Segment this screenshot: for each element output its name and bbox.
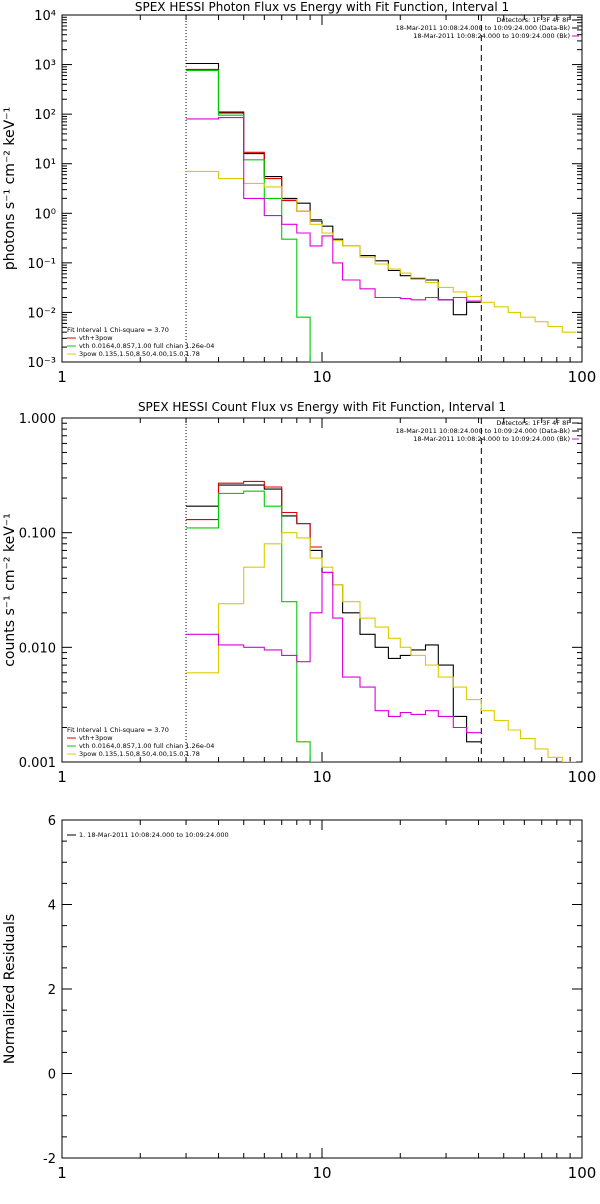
legend-top-entry: 18-Mar-2011 10:08:24.000 to 10:09:24.000…: [396, 24, 570, 32]
axes-frame: [61, 819, 583, 1159]
series-bk: [186, 117, 482, 302]
y-tick-label: 0.010: [19, 641, 56, 656]
legend-bottom-entry: vth+3pow: [79, 334, 113, 342]
legend-top-entry: 18-Mar-2011 10:08:24.000 to 10:09:24.000…: [413, 435, 570, 443]
x-tick-label: 1: [57, 1164, 67, 1182]
chart-title: SPEX HESSI Photon Flux vs Energy with Fi…: [135, 0, 509, 14]
x-tick-label: 100: [568, 368, 597, 386]
y-axis-label: photons s⁻¹ cm⁻² keV⁻¹: [2, 107, 18, 270]
series-3pow: [186, 170, 577, 333]
x-tick-label: 100: [568, 1164, 597, 1182]
series-vth-3pow: [186, 68, 322, 221]
x-tick-label: 10: [312, 1164, 331, 1182]
x-tick-label: 1: [57, 768, 67, 786]
panel-3: 1 10 100 -2 0 2 4 6 Normalized Residuals 1. 18-Ma…: [2, 814, 596, 1182]
y-axis-label: Normalized Residuals: [2, 914, 18, 1064]
legend-top-entry: Detectors: 1F 3F 4F 8F: [496, 419, 570, 427]
y-tick-label: 0.100: [19, 527, 56, 542]
plot-area: [186, 480, 577, 762]
y-tick-label: 10²: [34, 108, 56, 123]
legend-fit-interval: Fit Interval 1 Chi-square = 3.70: [67, 326, 169, 334]
y-tick-label: 1.000: [19, 412, 56, 427]
y-axis-label: counts s⁻¹ cm⁻² keV⁻¹: [2, 513, 18, 667]
y-tick-label: 0: [48, 1068, 56, 1083]
legend-bottom-entry: vth 0.0164,0.857,1.00 full chian 1.26e-0…: [79, 742, 214, 750]
y-tick-label: 0.001: [19, 756, 56, 771]
legend-bottom-entry: 3pow 0.135,1.50,8.50,4.00,15.0,1.78: [79, 350, 200, 358]
legend-top-entry: Detectors: 1F 3F 4F 8F: [496, 16, 570, 24]
y-tick-label: 10⁻³: [27, 356, 56, 371]
series-data-bk: [186, 62, 482, 316]
legend-bottom-entry: 3pow 0.135,1.50,8.50,4.00,15.0,1.78: [79, 750, 200, 758]
series-data-bk: [186, 484, 482, 743]
series-bk: [186, 571, 482, 734]
legend-top-entry: 18-Mar-2011 10:08:24.000 to 10:09:24.000…: [396, 427, 570, 435]
y-tick-label: 10¹: [34, 158, 56, 173]
y-tick-label: 10³: [34, 59, 56, 74]
y-tick-label: 10⁴: [34, 9, 56, 24]
axes-frame: [61, 14, 583, 363]
chart-title: SPEX HESSI Count Flux vs Energy with Fit…: [138, 400, 506, 414]
legend-fit-interval: Fit Interval 1 Chi-square = 3.70: [67, 726, 169, 734]
y-tick-label: 10⁰: [34, 207, 56, 222]
legend-bottom-entry: vth 0.0164,0.857,1.00 full chian 1.26e-0…: [79, 342, 214, 350]
panel-1: SPEX HESSI Photon Flux vs Energy with Fi…: [2, 0, 596, 386]
legend-bottom-entry: vth+3pow: [79, 734, 113, 742]
y-tick-label: -2: [43, 1152, 56, 1167]
legend-residual-entry: 1. 18-Mar-2011 10:08:24.000 to 10:09:24.…: [79, 831, 229, 839]
series-3pow: [186, 532, 577, 762]
y-tick-label: 10⁻²: [27, 306, 56, 321]
x-tick-label: 1: [57, 368, 67, 386]
x-tick-label: 10: [312, 368, 331, 386]
plot-area: [186, 62, 577, 362]
y-tick-label: 6: [48, 814, 56, 829]
x-tick-label: 10: [312, 768, 331, 786]
panel-2: SPEX HESSI Count Flux vs Energy with Fit…: [2, 400, 596, 786]
legend-top-entry: 18-Mar-2011 10:08:24.000 to 10:09:24.000…: [413, 32, 570, 40]
x-tick-label: 100: [568, 768, 597, 786]
series-vth-3pow: [186, 480, 322, 548]
y-tick-label: 10⁻¹: [27, 257, 56, 272]
y-tick-label: 4: [48, 899, 56, 914]
series-vth: [186, 490, 322, 762]
series-vth: [186, 69, 322, 362]
y-tick-label: 2: [48, 983, 56, 998]
